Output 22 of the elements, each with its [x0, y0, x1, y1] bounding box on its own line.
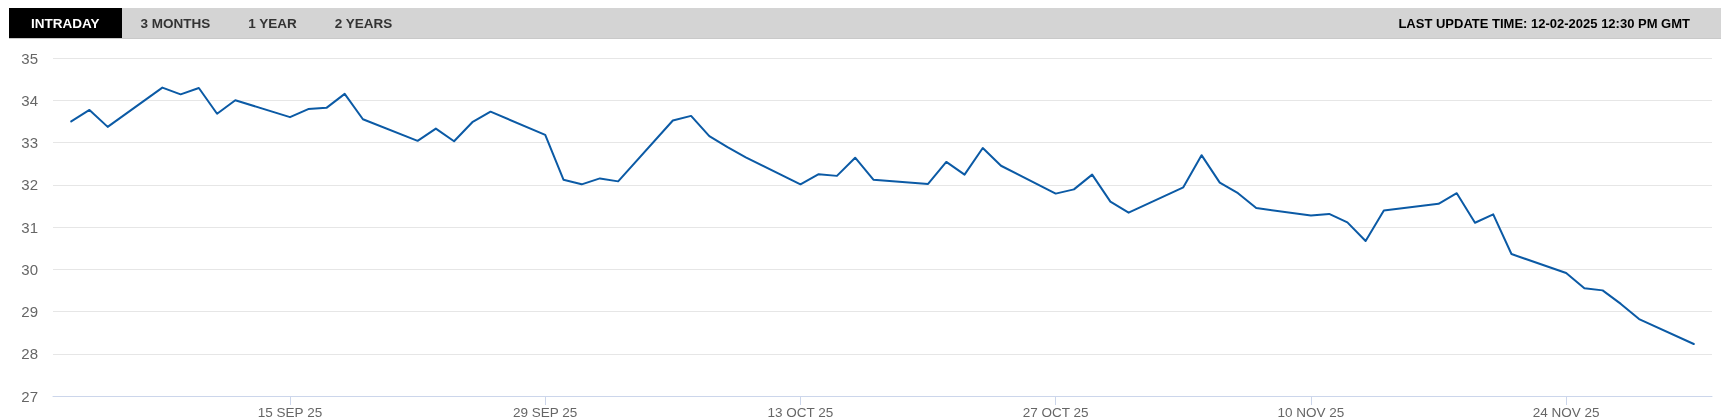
y-tick-label: 30: [21, 260, 38, 278]
y-tick-label: 35: [21, 49, 38, 67]
x-tick-label: 27 OCT 25: [1022, 404, 1089, 419]
y-tick-label: 34: [21, 91, 38, 109]
tab[interactable]: 1 YEAR: [229, 8, 316, 38]
tab-strip: INTRADAY 3 MONTHS 1 YEAR 2 YEARS LAST UPDATE TIME: 12-02-2025 12:30 PM GMT: [9, 8, 1721, 39]
y-tick-label: 32: [21, 176, 38, 194]
x-tick-label: 13 OCT 25: [767, 404, 834, 419]
line-series: [70, 86, 1695, 346]
x-tick-label: 15 SEP 25: [257, 404, 323, 419]
tab[interactable]: 3 MONTHS: [121, 8, 230, 38]
x-tick-label: 29 SEP 25: [513, 404, 578, 419]
chart-subtitle: LAST UPDATE TIME: 12-02-2025 12:30 PM GMT: [1398, 15, 1690, 31]
tab[interactable]: 2 YEARS: [315, 8, 412, 38]
x-tick-label: 10 NOV 25: [1277, 404, 1345, 419]
y-tick-label: 31: [21, 218, 38, 236]
x-tick-label: 24 NOV 25: [1532, 404, 1600, 419]
y-tick-label: 28: [21, 345, 38, 363]
y-tick-label: 33: [21, 134, 38, 151]
tab[interactable]: INTRADAY: [9, 8, 122, 38]
y-tick-label: 27: [21, 387, 38, 405]
y-tick-label: 29: [21, 303, 38, 320]
